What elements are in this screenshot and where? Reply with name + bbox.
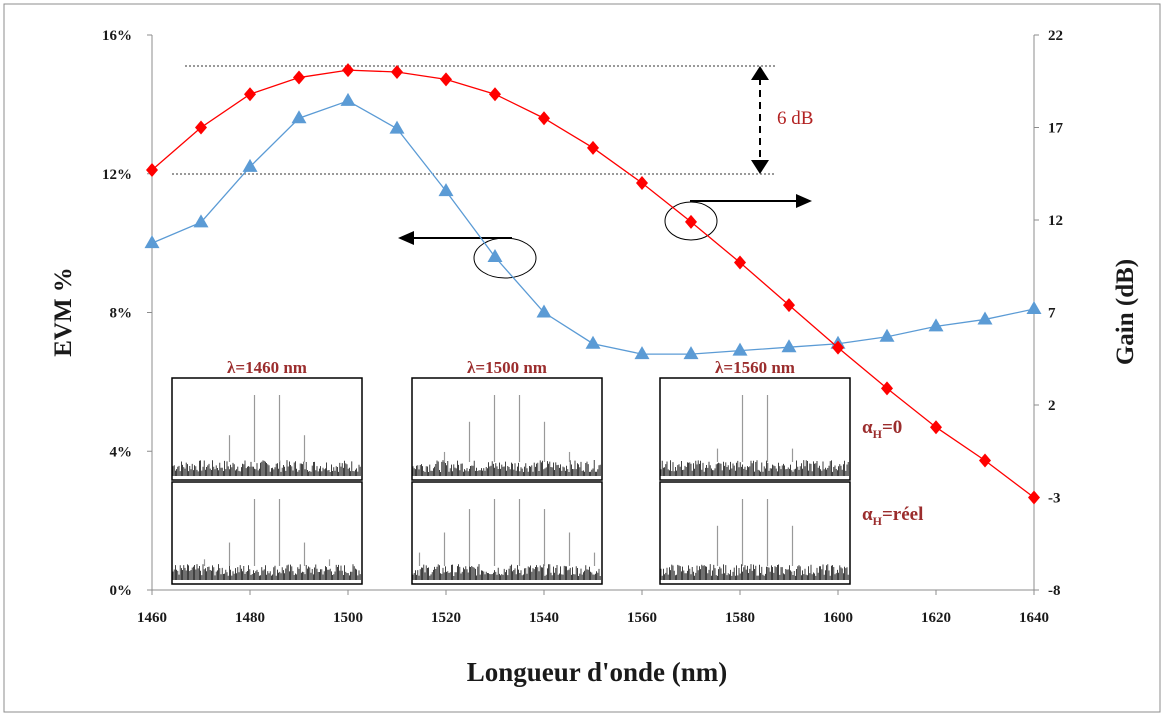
y-right-tick-label: 22: [1048, 28, 1063, 44]
evm-data-point: [879, 328, 895, 342]
inset-title: λ=1460 nm: [227, 358, 307, 377]
x-tick-label: 1580: [725, 610, 755, 626]
x-tick-label: 1460: [137, 610, 167, 626]
gain-data-point: [342, 63, 354, 78]
evm-data-point: [487, 249, 503, 262]
gain-data-point: [930, 420, 942, 435]
gain-data-point: [636, 176, 648, 190]
annotation-guides: [172, 65, 812, 279]
left-axis-arrow-head: [398, 231, 414, 245]
y-right-tick-label: -8: [1048, 583, 1061, 599]
alpha-real-label: αH=réel: [862, 504, 923, 528]
gain-data-point: [440, 72, 452, 87]
evm-data-point: [585, 335, 601, 349]
x-tick-label: 1520: [431, 610, 461, 626]
evm-data-point: [928, 318, 944, 332]
evm-data-point: [242, 158, 258, 172]
alpha-zero-label: αH=0: [862, 417, 902, 441]
inset-title: λ=1560 nm: [715, 358, 795, 377]
evm-data-point: [144, 235, 160, 249]
range-arrow-up-head: [751, 66, 769, 80]
evm-data-point: [634, 346, 650, 360]
gain-data-point: [293, 70, 305, 85]
x-tick-label: 1480: [235, 610, 265, 626]
evm-data-point: [389, 120, 405, 134]
insets: λ=1460 nm λ=1500 nm λ=1560 nm: [171, 358, 851, 585]
evm-data-point: [732, 342, 748, 356]
y-right-tick-label: 7: [1048, 306, 1056, 322]
gain-data-point: [489, 87, 501, 102]
gain-data-point: [783, 298, 795, 313]
y-left-tick-label: 0%: [110, 583, 133, 599]
evm-data-point: [438, 183, 454, 197]
series-layer: [144, 63, 1042, 505]
y-right-tick-label: 12: [1048, 213, 1063, 229]
evm-data-point: [781, 339, 797, 353]
noise-floor: [660, 460, 849, 476]
noise-floor: [412, 564, 601, 580]
spectrum-frame: [411, 377, 603, 481]
gain-data-point: [1028, 490, 1040, 505]
y-right-tick-label: 2: [1048, 398, 1056, 414]
gain-data-point: [538, 111, 550, 126]
y-right-tick-label: -3: [1048, 491, 1061, 507]
evm-data-point: [1026, 301, 1042, 315]
spectrum-plot-alpha-real: [171, 481, 363, 585]
spectrum-plot-alpha-real: [659, 481, 851, 585]
x-axis-title: Longueur d'onde (nm): [467, 657, 728, 687]
figure-border: [3, 3, 1161, 713]
x-tick-label: 1560: [627, 610, 657, 626]
noise-floor: [660, 564, 849, 580]
spectrum-frame: [659, 377, 851, 481]
range-arrow-down-head: [751, 160, 769, 174]
noise-floor: [172, 564, 361, 580]
evm-data-point: [977, 311, 993, 325]
y-left-tick-label: 16%: [102, 28, 132, 44]
right-axis-arrow-head: [796, 194, 812, 208]
spectrum-frame: [659, 481, 851, 585]
y-left-tick-label: 8%: [110, 306, 133, 322]
x-tick-label: 1620: [921, 610, 951, 626]
spectrum-frame: [171, 481, 363, 585]
y-left-tick-label: 4%: [110, 444, 133, 460]
spectrum-plot-alpha-zero: [171, 377, 363, 481]
gain-data-point: [146, 163, 158, 178]
evm-data-point: [536, 304, 552, 318]
text-labels: Longueur d'onde (nm) EVM % Gain (dB) 6 d…: [50, 108, 1139, 687]
evm-series-circle: [473, 237, 537, 279]
gain-data-point: [391, 65, 403, 79]
gain-data-point: [734, 255, 746, 270]
y-axis-left-title: EVM %: [50, 267, 77, 357]
gain-range-label: 6 dB: [777, 108, 813, 129]
evm-data-point: [340, 92, 356, 106]
spectrum-frame: [411, 481, 603, 585]
x-tick-label: 1540: [529, 610, 559, 626]
y-axis-right-title: Gain (dB): [1112, 259, 1139, 365]
noise-floor: [412, 460, 601, 476]
spectrum-plot-alpha-zero: [659, 377, 851, 481]
spectrum-plot-alpha-real: [411, 481, 603, 585]
x-tick-label: 1640: [1019, 610, 1049, 626]
gain-data-point: [195, 120, 207, 135]
gain-data-point: [832, 340, 844, 355]
gain-series-circle: [664, 201, 718, 241]
gain-data-point: [244, 87, 256, 102]
gain-data-point: [587, 140, 599, 155]
evm-data-point: [193, 214, 209, 228]
y-right-tick-label: 17: [1048, 121, 1064, 137]
evm-data-point: [683, 346, 699, 360]
axes: 1460 1480 1500 1520 1540 1560 1580 1600 1620 1640…: [102, 28, 1064, 626]
x-tick-label: 1500: [333, 610, 363, 626]
y-left-tick-label: 12%: [102, 167, 132, 183]
gain-data-point: [685, 214, 697, 229]
evm-data-point: [291, 110, 307, 124]
inset-title: λ=1500 nm: [467, 358, 547, 377]
gain-data-point: [881, 381, 893, 396]
noise-floor: [172, 460, 361, 476]
x-tick-label: 1600: [823, 610, 853, 626]
gain-data-point: [979, 453, 991, 468]
spectrum-plot-alpha-zero: [411, 377, 603, 481]
